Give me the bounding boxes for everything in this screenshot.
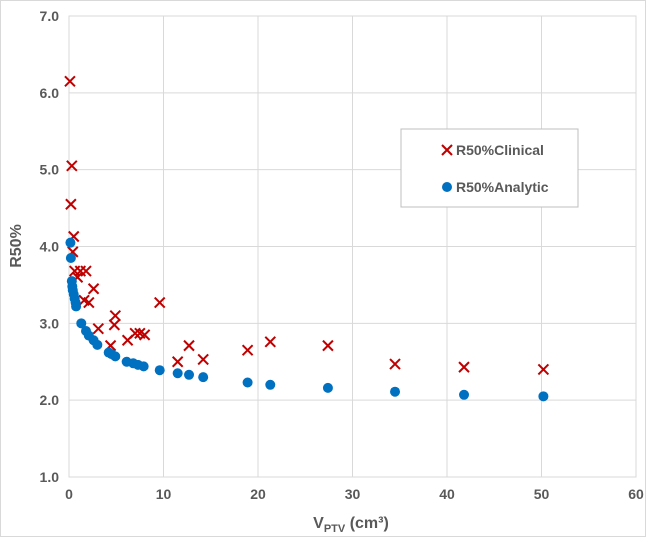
analytic-point [184,369,195,380]
clinical-point-stroke [87,283,100,295]
clinical-point [65,198,77,210]
legend-label-analytic: R50%Analytic [456,179,549,195]
clinical-point [92,323,105,335]
analytic-point [459,389,470,400]
clinical-point-stroke [66,160,78,172]
x-tick-label: 30 [345,486,361,502]
legend-marker-clinical [441,144,453,156]
clinical-point-stroke [78,294,90,306]
clinical-point [83,296,95,309]
legend-box [400,128,579,208]
x-axis-title-unit: (cm³) [345,515,389,532]
clinical-point-stroke [241,344,254,356]
series-1 [65,237,549,402]
clinical-point-stroke [64,75,76,88]
analytic-point [390,386,401,397]
clinical-point-stroke [80,265,92,277]
x-tick-label: 50 [534,486,550,502]
clinical-point [322,339,334,352]
clinical-point-stroke [264,336,276,348]
analytic-point [172,368,183,379]
clinical-point [108,319,121,331]
legend-label-clinical: R50%Clinical [456,142,544,158]
analytic-point [65,237,76,248]
clinical-point-stroke [121,334,134,346]
y-tick-label: 1.0 [40,469,60,485]
analytic-point [265,379,276,390]
legend: R50%Clinical R50%Analytic [400,128,579,208]
clinical-point [171,356,184,368]
y-tick-label: 4.0 [40,239,60,255]
clinical-point-stroke [108,319,121,331]
y-tick-label: 6.0 [40,85,60,101]
clinical-point-stroke [65,198,77,210]
analytic-point [138,361,149,372]
clinical-point [537,363,550,376]
clinical-point [154,296,166,309]
clinical-point [87,283,100,295]
legend-marker-analytic [442,182,452,192]
analytic-point [71,301,82,312]
clinical-point [197,353,209,366]
analytic-point [65,253,76,264]
clinical-point-stroke [183,339,195,352]
clinical-point [134,327,146,340]
clinical-point-stroke [134,327,146,340]
analytic-point [110,351,121,362]
clinical-point-stroke [322,339,334,352]
clinical-point [109,309,122,322]
clinical-point-stroke [197,353,209,366]
series-layer [64,75,550,402]
series-0 [64,75,550,376]
clinical-point [241,344,254,356]
x-tick-label: 20 [250,486,266,502]
clinical-point [183,339,195,352]
analytic-point [76,318,87,329]
analytic-point [322,382,333,393]
x-tick-label: 40 [439,486,455,502]
x-tick-label: 10 [156,486,172,502]
clinical-point-stroke [109,309,122,322]
clinical-point [66,160,78,172]
y-tick-label: 3.0 [40,315,60,331]
clinical-point-stroke [171,356,184,368]
y-axis-title: R50% [8,224,25,268]
clinical-point-stroke [92,323,105,335]
x-tick-label: 0 [65,486,73,502]
clinical-point-stroke [389,358,401,370]
analytic-point [198,372,209,383]
clinical-point [64,75,76,88]
clinical-point-stroke [138,329,151,341]
x-axis-title: VPTV (cm³) [313,515,389,535]
analytic-point [154,365,165,376]
clinical-point-stroke [154,296,166,309]
analytic-point [538,391,549,402]
y-tick-label: 7.0 [40,8,60,24]
x-tick-label: 60 [628,486,644,502]
clinical-point-stroke [458,361,470,373]
x-axis-title-sub: PTV [324,523,346,535]
clinical-point-stroke [537,363,550,376]
clinical-point [458,361,470,373]
tick-label-layer: 0 10 20 30 40 50 60 1.0 2.0 3.0 4.0 5.0 6.0 7.0 [40,8,644,502]
analytic-point [92,339,103,350]
analytic-point [242,377,253,388]
clinical-point [389,358,401,370]
clinical-point-stroke [83,296,95,309]
y-tick-label: 2.0 [40,392,60,408]
clinical-point [121,334,134,346]
clinical-point [80,265,92,277]
grid-layer [68,15,637,478]
y-tick-label: 5.0 [40,162,60,178]
clinical-point [264,336,276,348]
x-axis-title-main: V [313,515,324,532]
